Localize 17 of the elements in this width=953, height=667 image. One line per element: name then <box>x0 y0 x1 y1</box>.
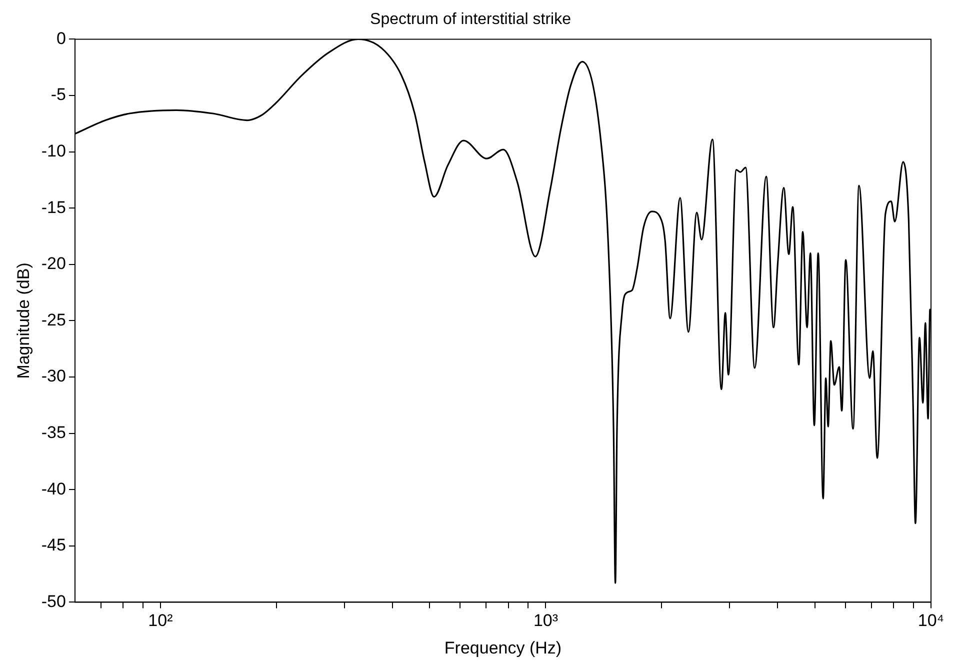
y-tick-label: -25 <box>41 310 66 330</box>
y-tick-label: -15 <box>41 198 66 217</box>
y-tick-label: -35 <box>41 422 66 442</box>
y-axis-title: Magnitude (dB) <box>14 262 33 379</box>
y-tick-label: -5 <box>50 85 66 104</box>
y-tick-label: -45 <box>41 536 66 555</box>
x-tick-label: 10² <box>148 611 174 630</box>
y-tick-label: -20 <box>41 254 66 274</box>
x-axis-title: Frequency (Hz) <box>444 638 562 658</box>
x-tick-label: 10³ <box>533 611 558 630</box>
y-tick-label: 0 <box>56 28 66 48</box>
x-tick-label: 10⁴ <box>918 611 944 630</box>
chart-title: Spectrum of interstitial strike <box>370 11 572 28</box>
y-tick-label: -40 <box>41 479 66 498</box>
y-tick-label: -10 <box>41 141 66 160</box>
y-tick-label: -50 <box>41 592 66 611</box>
y-tick-label: -30 <box>41 366 66 386</box>
